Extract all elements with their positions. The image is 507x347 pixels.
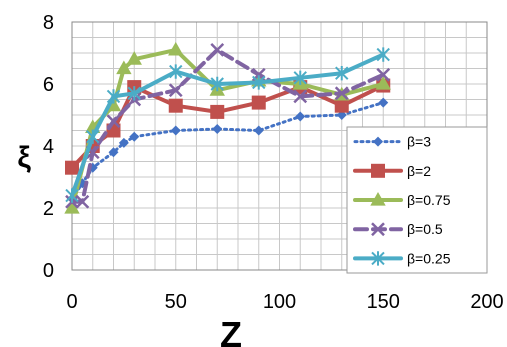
data-point (170, 125, 181, 136)
legend-entry: β=0.25 (353, 250, 451, 266)
legend-label: β=2 (407, 163, 431, 179)
x-tick-label: 150 (367, 291, 400, 313)
data-point (75, 194, 90, 209)
data-point (168, 98, 183, 113)
data-point (335, 65, 349, 81)
data-point (334, 98, 349, 113)
legend-marker (370, 191, 386, 206)
data-point (118, 137, 129, 148)
x-tick-label: 100 (263, 291, 296, 313)
y-tick-label: 6 (43, 74, 54, 96)
legend-marker (371, 222, 385, 237)
series-layer (64, 41, 391, 214)
data-point (106, 89, 121, 104)
legend-marker (371, 251, 385, 266)
y-tick-label: 8 (43, 12, 54, 34)
data-point (252, 75, 266, 90)
data-point (64, 199, 80, 214)
data-point (293, 70, 307, 85)
data-point (106, 114, 121, 129)
legend-entry: β=0.75 (353, 191, 451, 208)
series-line (70, 101, 385, 201)
data-point (376, 67, 391, 82)
data-point (126, 51, 142, 65)
y-tick-label: 0 (43, 260, 54, 282)
legend-entry: β=2 (353, 163, 431, 179)
data-point (293, 89, 308, 104)
data-point (65, 188, 79, 203)
legend-label: β=0.25 (407, 250, 451, 266)
tick-labels: 0 50 100 150 200 0 2 4 6 8 (43, 12, 504, 313)
legend-entry: β=0.5 (353, 221, 443, 237)
data-point (116, 60, 132, 75)
data-point (210, 43, 225, 57)
x-tick-label: 200 (470, 291, 503, 313)
legend-label: β=0.5 (407, 221, 443, 237)
x-axis-title: Z (220, 314, 242, 347)
data-point (376, 47, 390, 62)
data-point (210, 76, 224, 92)
data-point (127, 86, 141, 101)
x-tick-label: 0 (66, 291, 77, 313)
data-point (253, 125, 264, 136)
y-axis-title: ξ (17, 141, 31, 174)
data-point (378, 97, 389, 108)
legend-entry: β=3 (353, 134, 431, 150)
series-4 (65, 43, 391, 209)
data-point (168, 41, 184, 56)
data-point (375, 75, 391, 90)
data-point (334, 86, 349, 101)
legend-label: β=3 (407, 134, 431, 150)
data-point (169, 64, 183, 79)
data-point (65, 160, 79, 175)
y-tick-label: 4 (43, 136, 54, 158)
x-tick-label: 50 (165, 291, 187, 313)
data-point (108, 147, 119, 158)
data-point (129, 131, 140, 142)
data-point (212, 123, 223, 134)
data-point (295, 111, 306, 122)
legend: β=3 β=2 β=0.75 β=0.5 β=0.25 (346, 126, 488, 274)
legend-marker (371, 163, 385, 178)
legend-label: β=0.75 (407, 192, 451, 208)
series-line (70, 52, 386, 198)
data-point (251, 95, 266, 110)
y-tick-label: 2 (43, 198, 54, 220)
legend-marker (373, 136, 383, 147)
data-point (168, 83, 183, 98)
data-point (86, 129, 100, 144)
series-5 (65, 47, 390, 203)
data-point (210, 104, 225, 119)
